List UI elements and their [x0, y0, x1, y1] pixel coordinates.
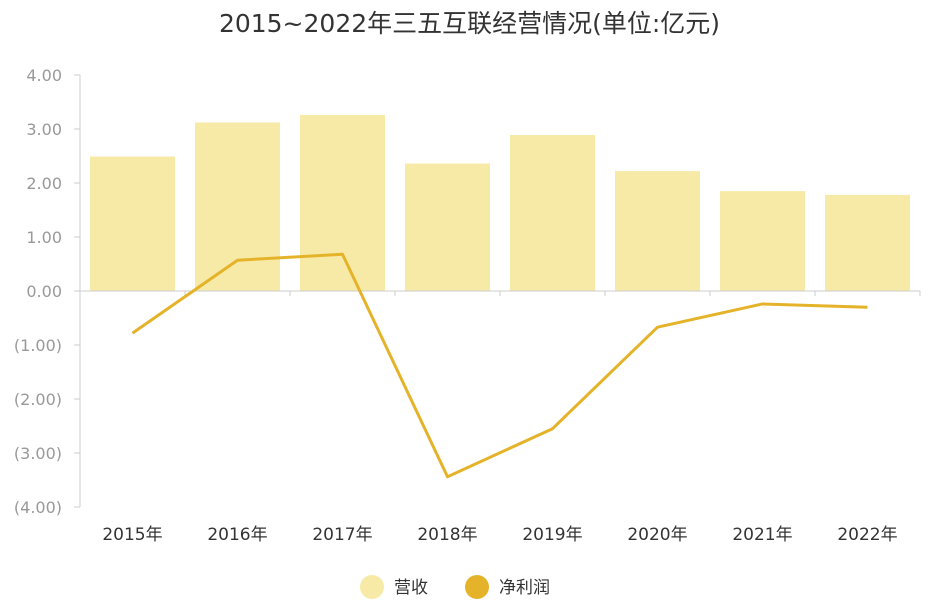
x-tick-label: 2017年	[312, 525, 372, 545]
y-tick-label: 3.00	[26, 120, 62, 139]
y-tick-label: (2.00)	[14, 390, 62, 409]
net-profit-line	[131, 252, 868, 479]
x-tick-label: 2022年	[837, 525, 897, 545]
y-tick-label: (1.00)	[14, 336, 62, 355]
y-tick-label: 0.00	[26, 282, 62, 301]
y-tick-label: 4.00	[26, 66, 62, 85]
x-tick-label: 2015年	[102, 525, 162, 545]
y-tick-label: (3.00)	[14, 444, 62, 463]
bar-7	[720, 191, 805, 291]
chart-title: 2015~2022年三五互联经营情况(单位:亿元)	[218, 9, 721, 38]
bar-3	[300, 114, 385, 292]
y-tick-label: (4.00)	[14, 498, 62, 517]
legend-label-1: 营收	[394, 578, 428, 598]
bar-5	[510, 134, 595, 291]
x-tick-label: 2018年	[417, 525, 477, 545]
x-tick-label: 2016年	[207, 525, 267, 545]
bar-6	[615, 171, 700, 291]
y-tick-label: 2.00	[26, 174, 62, 193]
legend-label-2: 净利润	[499, 578, 550, 598]
bar-2	[195, 122, 280, 292]
bar-8	[825, 194, 910, 291]
x-tick-label: 2019年	[522, 525, 582, 545]
bar-1	[90, 156, 175, 291]
legend-swatch-2	[465, 575, 489, 599]
y-tick-label: 1.00	[26, 228, 62, 247]
bar-4	[405, 163, 490, 291]
x-tick-label: 2021年	[732, 525, 792, 545]
legend-swatch-1	[360, 575, 384, 599]
x-tick-label: 2020年	[627, 525, 687, 545]
